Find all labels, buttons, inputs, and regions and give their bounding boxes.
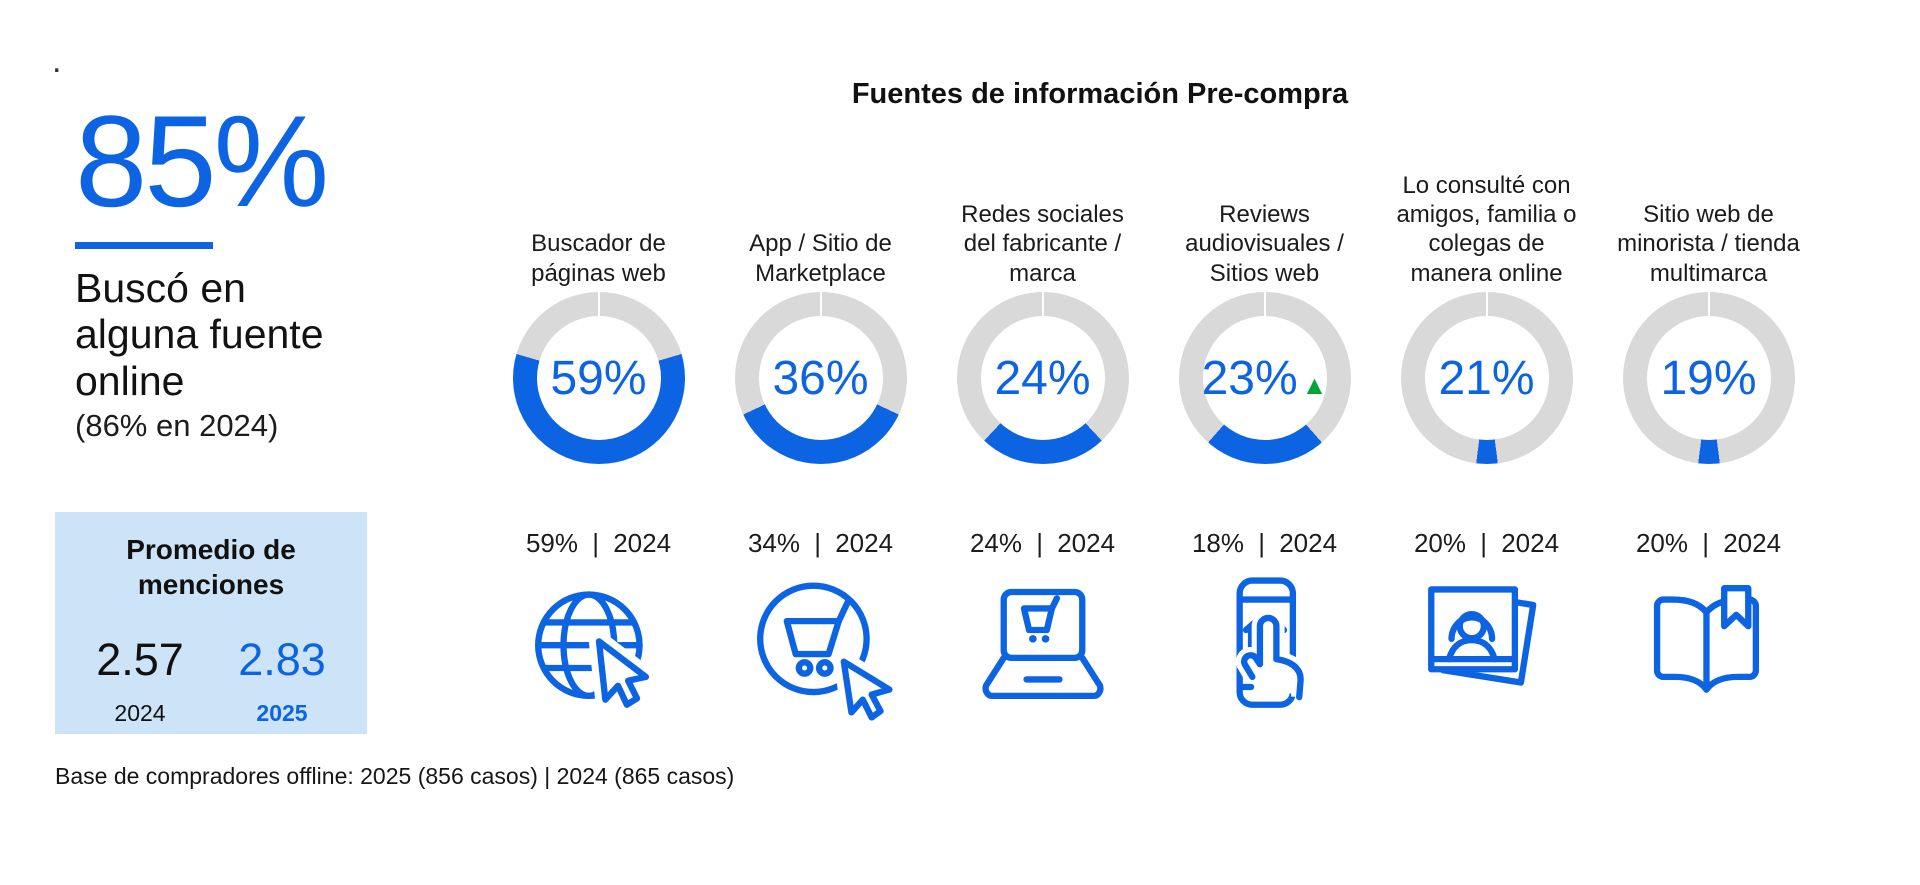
increase-triangle-icon: ▲ xyxy=(1301,369,1328,400)
donut-chart: 36% xyxy=(734,292,907,464)
previous-year-value: 18% | 2024 xyxy=(1191,528,1338,558)
photos-person-icon xyxy=(1411,573,1563,733)
mentions-box: Promedio de menciones 2.57 2024 2.83 2025 xyxy=(55,512,367,734)
donut-chart: 59% xyxy=(512,292,685,464)
source-column: Reviews audiovisuales / Sitios web 23% ▲ … xyxy=(1164,140,1365,733)
source-label: Sitio web de minorista / tienda multimar… xyxy=(1617,201,1800,287)
globe-cursor-icon xyxy=(523,573,675,733)
previous-year-value: 20% | 2024 xyxy=(1635,528,1782,558)
source-column: Redes sociales del fabricante / marca 24… xyxy=(942,140,1143,733)
previous-year-value: 34% | 2024 xyxy=(747,528,894,558)
source-column: App / Sitio de Marketplace 36% 34% | 202… xyxy=(720,140,921,733)
book-bookmark-icon xyxy=(1633,573,1785,733)
donut-percentage: 59% xyxy=(550,351,647,405)
source-column: Sitio web de minorista / tienda multimar… xyxy=(1608,140,1809,733)
donut-chart: 21% xyxy=(1400,292,1573,464)
donut-value: 24% xyxy=(994,351,1090,406)
source-column: Lo consulté con amigos, familia o colega… xyxy=(1386,140,1587,733)
donut-value: 23% ▲ xyxy=(1202,351,1328,406)
phone-tap-icon xyxy=(1189,573,1341,733)
headline-previous-year: (86% en 2024) xyxy=(75,407,279,443)
footnote: Base de compradores offline: 2025 (856 c… xyxy=(55,763,735,789)
headline-value: 85% xyxy=(75,88,329,234)
cart-cursor-icon xyxy=(745,573,897,733)
source-label: Buscador de páginas web xyxy=(531,230,666,287)
donut-columns: Buscador de páginas web 59% 59% | 2024 A… xyxy=(498,140,1809,733)
donut-percentage: 36% xyxy=(772,351,869,405)
mentions-year-label: 2025 xyxy=(256,700,308,726)
source-label: Reviews audiovisuales / Sitios web xyxy=(1185,201,1344,287)
headline-underline xyxy=(75,242,213,249)
mentions-2024: 2.57 2024 xyxy=(96,634,184,727)
mentions-year-label: 2024 xyxy=(114,700,166,726)
source-label: App / Sitio de Marketplace xyxy=(749,230,892,287)
donut-percentage: 21% xyxy=(1438,351,1535,405)
donut-chart: 19% xyxy=(1622,292,1795,464)
donut-value: 36% xyxy=(772,351,868,406)
previous-year-value: 20% | 2024 xyxy=(1413,528,1560,558)
previous-year-value: 59% | 2024 xyxy=(525,528,672,558)
previous-year-value: 24% | 2024 xyxy=(969,528,1116,558)
stray-dot: . xyxy=(52,42,62,80)
mentions-value: 2.57 xyxy=(96,634,184,685)
donut-value: 19% xyxy=(1660,351,1756,406)
donut-percentage: 19% xyxy=(1660,351,1757,405)
mentions-2025: 2.83 2025 xyxy=(238,634,326,727)
mentions-value: 2.83 xyxy=(238,634,326,685)
donut-value: 21% xyxy=(1438,351,1534,406)
headline-description: Buscó en alguna fuente online xyxy=(75,265,324,404)
donut-percentage: 23% xyxy=(1201,351,1298,405)
chart-title: Fuentes de información Pre-compra xyxy=(851,78,1349,110)
headline-panel: 85% Buscó en alguna fuente online (86% e… xyxy=(75,96,395,444)
source-label: Lo consulté con amigos, familia o colega… xyxy=(1396,171,1577,287)
donut-chart: 24% xyxy=(956,292,1129,464)
donut-value: 59% xyxy=(550,351,646,406)
source-label: Redes sociales del fabricante / marca xyxy=(961,201,1124,287)
mentions-box-title: Promedio de menciones xyxy=(126,534,296,600)
laptop-cart-icon xyxy=(967,573,1119,733)
donut-percentage: 24% xyxy=(994,351,1091,405)
donut-chart: 23% ▲ xyxy=(1178,292,1351,464)
source-column: Buscador de páginas web 59% 59% | 2024 xyxy=(498,140,699,733)
mentions-values: 2.57 2024 2.83 2025 xyxy=(55,634,367,727)
